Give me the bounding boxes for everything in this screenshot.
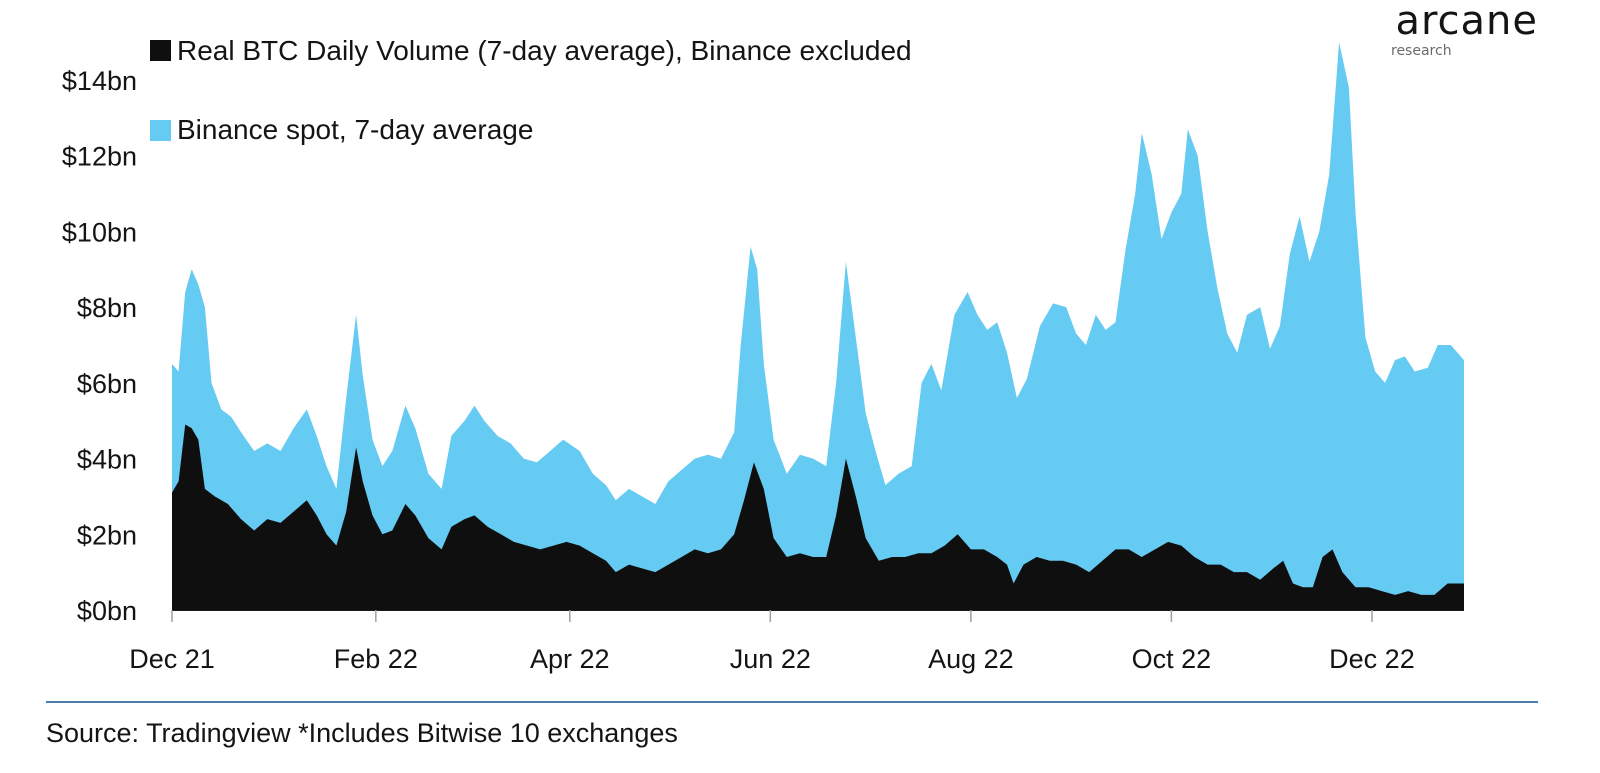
- legend: Real BTC Daily Volume (7-day average), B…: [150, 35, 912, 145]
- x-tick-label: Dec 21: [129, 644, 215, 674]
- area-real-volume: [172, 424, 1464, 610]
- legend-label-binance-spot: Binance spot, 7-day average: [177, 114, 533, 145]
- brand-logo: arcane research: [1391, 0, 1538, 59]
- chart-areas: [172, 42, 1464, 611]
- y-tick-label: $4bn: [77, 445, 137, 475]
- y-axis-ticks: $0bn $2bn $4bn $6bn $8bn $10bn $12bn $14bn: [62, 66, 137, 626]
- brand-name: arcane: [1395, 0, 1538, 44]
- x-tick-label: Aug 22: [928, 644, 1014, 674]
- y-tick-label: $0bn: [77, 596, 137, 626]
- y-tick-label: $8bn: [77, 293, 137, 323]
- y-tick-label: $6bn: [77, 369, 137, 399]
- y-tick-label: $14bn: [62, 66, 137, 96]
- legend-swatch-real-volume: [150, 40, 171, 61]
- x-tick-label: Jun 22: [730, 644, 811, 674]
- legend-label-real-volume: Real BTC Daily Volume (7-day average), B…: [177, 35, 912, 66]
- y-tick-label: $12bn: [62, 142, 137, 172]
- x-axis-ticks: Dec 21 Feb 22 Apr 22 Jun 22 Aug 22 Oct 22 Dec …: [129, 610, 1415, 674]
- legend-swatch-binance-spot: [150, 120, 171, 141]
- source-note: Source: Tradingview *Includes Bitwise 10…: [46, 718, 678, 748]
- x-tick-label: Oct 22: [1132, 644, 1212, 674]
- y-tick-label: $2bn: [77, 520, 137, 550]
- brand-subtitle: research: [1391, 43, 1452, 59]
- x-tick-label: Apr 22: [530, 644, 610, 674]
- area-binance-spot: [172, 42, 1464, 611]
- y-tick-label: $10bn: [62, 217, 137, 247]
- x-tick-label: Dec 22: [1329, 644, 1415, 674]
- x-tick-label: Feb 22: [334, 644, 418, 674]
